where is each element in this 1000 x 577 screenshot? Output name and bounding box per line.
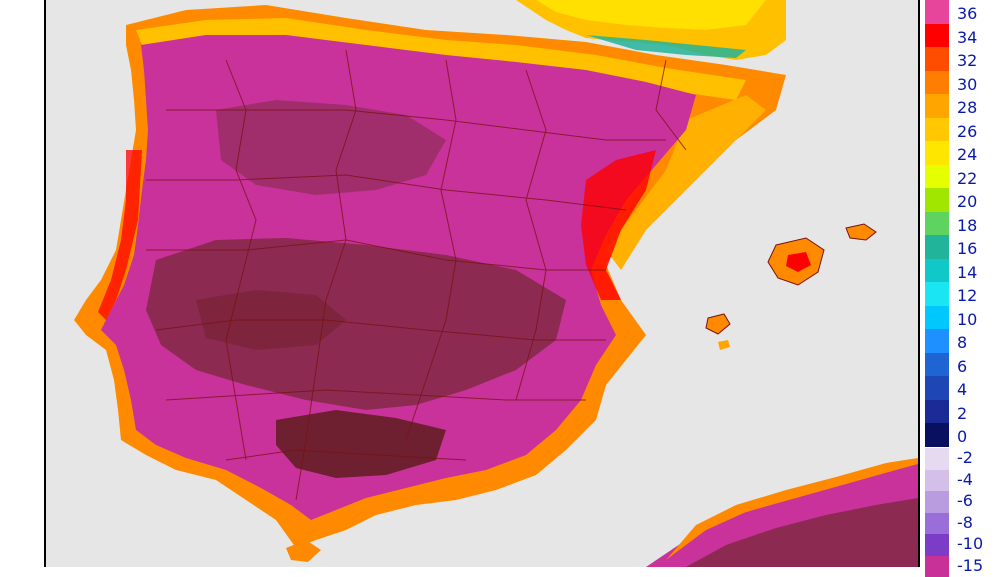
legend-label: 24 bbox=[957, 147, 977, 163]
legend-swatch--6 bbox=[925, 491, 949, 513]
legend-label: -15 bbox=[957, 558, 983, 574]
legend-label: -6 bbox=[957, 493, 973, 509]
legend-label: -2 bbox=[957, 450, 973, 466]
legend-label: 6 bbox=[957, 359, 967, 375]
legend-label: -8 bbox=[957, 515, 973, 531]
legend-swatch-20 bbox=[925, 188, 949, 212]
legend-label: 26 bbox=[957, 124, 977, 140]
legend-swatch-26 bbox=[925, 118, 949, 142]
legend-label: 34 bbox=[957, 30, 977, 46]
legend-swatch--2 bbox=[925, 448, 949, 470]
legend-label: 2 bbox=[957, 406, 967, 422]
legend-label: 10 bbox=[957, 312, 977, 328]
legend-swatch--4 bbox=[925, 470, 949, 492]
legend-swatch-0 bbox=[925, 423, 949, 447]
iberia-temperature-map bbox=[46, 0, 918, 567]
legend-swatch-28 bbox=[925, 94, 949, 118]
legend-swatch-32 bbox=[925, 47, 949, 71]
legend-label: 0 bbox=[957, 429, 967, 445]
legend-label: -4 bbox=[957, 472, 973, 488]
legend-swatch-14 bbox=[925, 259, 949, 283]
legend-swatch-2 bbox=[925, 400, 949, 424]
legend-swatch-22 bbox=[925, 165, 949, 189]
legend-label: 4 bbox=[957, 382, 967, 398]
legend-swatch-36 bbox=[925, 0, 949, 24]
legend-swatch--15 bbox=[925, 556, 949, 577]
legend-label: 8 bbox=[957, 335, 967, 351]
legend-swatch-24 bbox=[925, 141, 949, 165]
legend-swatch--8 bbox=[925, 513, 949, 535]
legend-swatch-8 bbox=[925, 329, 949, 353]
legend-swatch-10 bbox=[925, 306, 949, 330]
legend-label: 30 bbox=[957, 77, 977, 93]
legend-swatch-34 bbox=[925, 24, 949, 48]
legend-label: 14 bbox=[957, 265, 977, 281]
legend-label: 28 bbox=[957, 100, 977, 116]
legend-swatch-6 bbox=[925, 353, 949, 377]
legend-swatch-4 bbox=[925, 376, 949, 400]
legend-swatch-30 bbox=[925, 71, 949, 95]
legend-label: 20 bbox=[957, 194, 977, 210]
legend-swatch-16 bbox=[925, 235, 949, 259]
temperature-map bbox=[44, 0, 920, 567]
legend-label: 32 bbox=[957, 53, 977, 69]
legend-label: 18 bbox=[957, 218, 977, 234]
legend-label: 16 bbox=[957, 241, 977, 257]
legend-swatch-12 bbox=[925, 282, 949, 306]
legend-label: 36 bbox=[957, 6, 977, 22]
legend-swatch--10 bbox=[925, 534, 949, 556]
legend-label: 22 bbox=[957, 171, 977, 187]
legend-label: -10 bbox=[957, 536, 983, 552]
legend-swatch-18 bbox=[925, 212, 949, 236]
legend-label: 12 bbox=[957, 288, 977, 304]
